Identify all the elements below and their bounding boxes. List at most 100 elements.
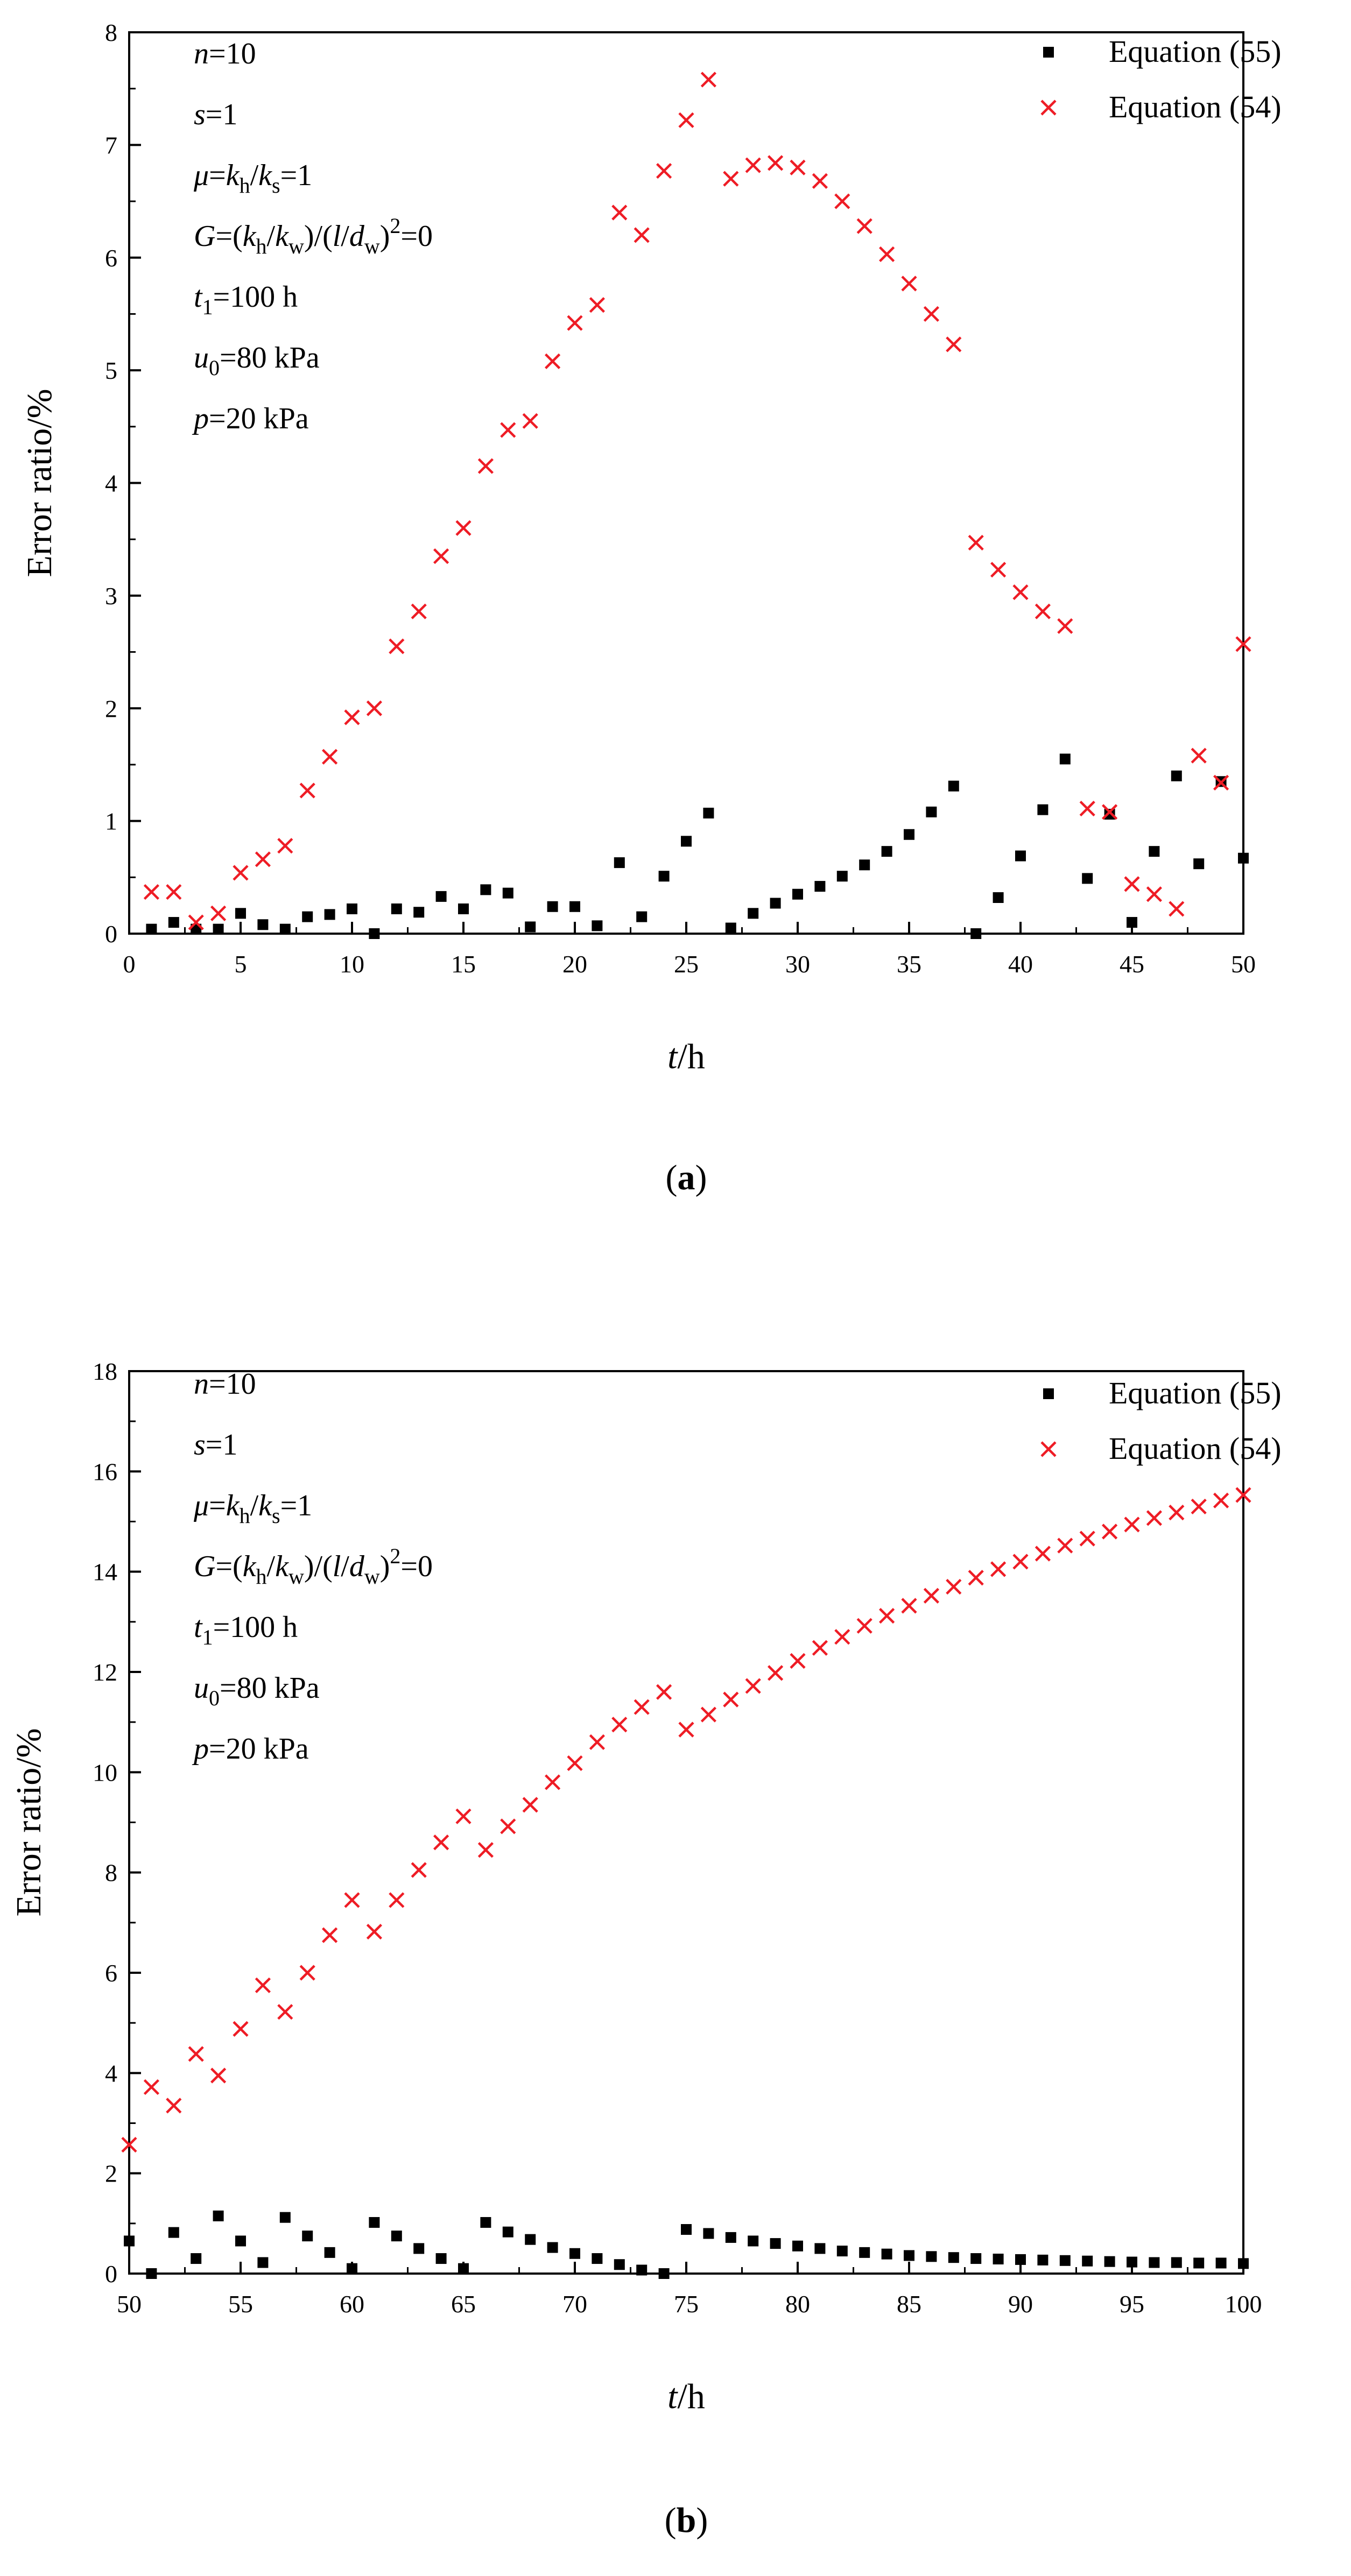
- data-point: [324, 2247, 335, 2258]
- y-tick-label: 14: [93, 1558, 117, 1586]
- data-point: [592, 2253, 603, 2264]
- data-point: [210, 2067, 227, 2084]
- annotation-segment: u: [194, 1671, 209, 1705]
- data-point: [926, 2251, 937, 2262]
- annotation-segment: l: [333, 1550, 341, 1583]
- data-point: [1035, 603, 1051, 619]
- x-axis-unit: /h: [678, 2377, 705, 2416]
- data-point: [879, 246, 895, 263]
- data-point: [946, 1579, 962, 1595]
- data-point-stroke: [233, 865, 249, 881]
- data-point-stroke: [299, 1965, 315, 1981]
- data-point: [1102, 804, 1118, 820]
- data-point: [322, 749, 338, 765]
- data-point-stroke: [1102, 1523, 1118, 1540]
- annotation-segment: h: [240, 1504, 250, 1528]
- data-point: [792, 888, 803, 900]
- data-point: [213, 2210, 224, 2221]
- data-point: [366, 1924, 382, 1940]
- data-point: [970, 928, 982, 939]
- data-point: [500, 1818, 516, 1834]
- annotation-segment: /: [267, 220, 276, 253]
- legend-label: Equation (55): [1109, 1375, 1282, 1410]
- data-point: [146, 2268, 157, 2279]
- data-point-stroke: [188, 2046, 204, 2062]
- data-point-stroke: [656, 163, 672, 179]
- parameter-annotation: u0=80 kPa: [194, 341, 320, 380]
- annotation-segment: =10: [209, 37, 256, 70]
- data-point: [589, 297, 605, 313]
- data-point: [1040, 1441, 1057, 1457]
- data-point: [389, 1892, 405, 1908]
- x-tick-label: 50: [117, 2290, 142, 2318]
- annotation-segment: s: [272, 173, 280, 197]
- data-point: [611, 204, 628, 221]
- data-point: [477, 1842, 494, 1858]
- y-tick-label: 8: [105, 1859, 117, 1887]
- data-point: [904, 2250, 914, 2261]
- data-point: [636, 2264, 648, 2276]
- y-tick-label: 3: [105, 582, 117, 610]
- data-point: [547, 2242, 558, 2253]
- data-point: [1235, 1487, 1251, 1503]
- y-tick-label: 0: [105, 2260, 117, 2288]
- data-point: [768, 1665, 784, 1681]
- data-point: [1012, 1554, 1029, 1570]
- data-point: [522, 413, 538, 429]
- data-point-stroke: [1035, 1545, 1051, 1562]
- data-point: [904, 829, 914, 840]
- parameter-annotation: μ=kh/ks=1: [193, 1489, 312, 1528]
- data-point: [143, 884, 159, 900]
- data-point: [188, 914, 204, 930]
- annotation-segment: w: [364, 234, 380, 258]
- data-point-stroke: [611, 204, 628, 221]
- data-point-stroke: [188, 914, 204, 930]
- data-point: [768, 155, 784, 171]
- data-point: [477, 458, 494, 474]
- data-point-stroke: [812, 1640, 828, 1656]
- x-tick-label: 10: [340, 950, 364, 978]
- data-point: [725, 2232, 736, 2243]
- data-point-stroke: [143, 2079, 159, 2095]
- data-point: [143, 2079, 159, 2095]
- data-point: [1215, 2257, 1227, 2269]
- data-point-stroke: [1213, 774, 1229, 791]
- data-point-stroke: [522, 413, 538, 429]
- data-point: [814, 2243, 826, 2254]
- data-point: [681, 836, 692, 847]
- data-point: [923, 306, 939, 322]
- data-point: [500, 422, 516, 438]
- data-point-stroke: [946, 1579, 962, 1595]
- data-point: [948, 2252, 959, 2263]
- x-tick-label: 80: [785, 2290, 810, 2318]
- annotation-segment: =1: [280, 1489, 313, 1522]
- data-point: [458, 2263, 469, 2274]
- annotation-segment: t: [194, 280, 203, 314]
- annotation-segment: w: [289, 1564, 304, 1589]
- data-point: [1015, 850, 1026, 862]
- data-point: [166, 884, 182, 900]
- series-equation-54: [121, 1487, 1251, 2153]
- data-point-stroke: [589, 1734, 605, 1751]
- data-point-stroke: [834, 193, 850, 209]
- data-point: [1171, 2257, 1182, 2268]
- data-point-stroke: [1012, 584, 1029, 601]
- annotation-segment: h: [256, 234, 267, 258]
- parameter-annotation: t1=100 h: [194, 280, 298, 319]
- data-point-stroke: [567, 315, 583, 331]
- data-point-stroke: [433, 1834, 449, 1851]
- data-point: [369, 2217, 380, 2228]
- data-point: [1037, 2254, 1049, 2266]
- data-point: [569, 2248, 580, 2259]
- data-point-stroke: [500, 422, 516, 438]
- data-point: [191, 2253, 202, 2264]
- x-tick-label: 75: [674, 2290, 699, 2318]
- data-point: [525, 2234, 536, 2245]
- y-tick-label: 0: [105, 920, 117, 948]
- data-point-stroke: [1057, 1537, 1073, 1554]
- data-point-stroke: [255, 1977, 271, 1993]
- data-point: [814, 881, 826, 892]
- annotation-segment: =: [209, 1489, 226, 1522]
